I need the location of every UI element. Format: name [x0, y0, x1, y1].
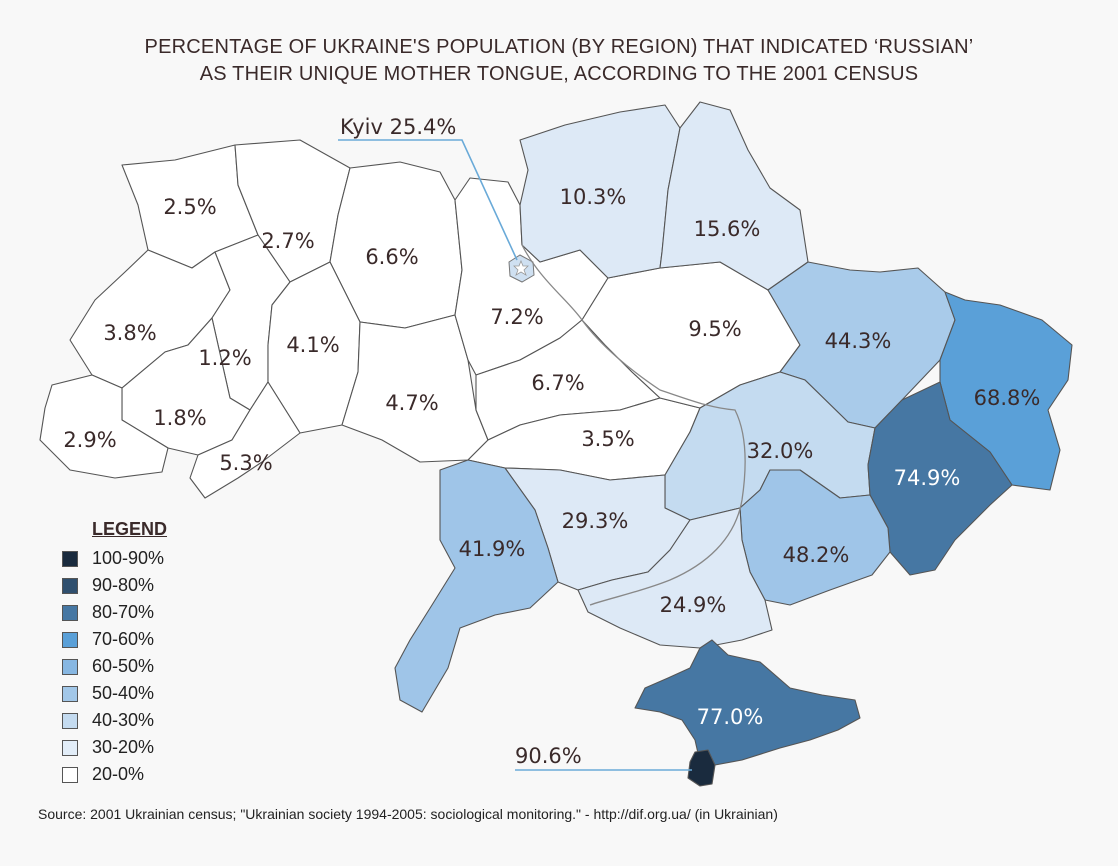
region-sumy	[659, 101, 809, 291]
region-label: 44.3%	[825, 329, 892, 353]
region-label: 29.3%	[562, 509, 629, 533]
legend-swatch	[62, 550, 78, 567]
legend-label: 50-40%	[92, 683, 155, 703]
region-label: 24.9%	[660, 593, 727, 617]
region-label: 6.7%	[531, 371, 584, 395]
region-crimea	[634, 639, 861, 766]
region-odesa	[394, 459, 559, 713]
legend-swatch	[62, 766, 78, 783]
region-label: 77.0%	[697, 705, 764, 729]
region-sevastopol	[687, 749, 716, 787]
region-label: 10.3%	[560, 185, 627, 209]
legend-label: 80-70%	[92, 602, 155, 622]
legend-item: 90-80%	[62, 572, 167, 599]
legend-label: 90-80%	[92, 575, 155, 595]
region-label: 1.8%	[153, 406, 206, 430]
region-label: 68.8%	[974, 386, 1041, 410]
region-label: 6.6%	[365, 245, 418, 269]
region-label: 7.2%	[490, 305, 543, 329]
region-label: 1.2%	[198, 346, 251, 370]
legend-item: 70-60%	[62, 626, 167, 653]
kyiv-callout-line	[338, 139, 518, 261]
source-note: Source: 2001 Ukrainian census; "Ukrainia…	[38, 806, 778, 822]
legend-swatch	[62, 712, 78, 729]
map-title-line-1: PERCENTAGE OF UKRAINE'S POPULATION (BY R…	[144, 36, 974, 58]
region-label: 74.9%	[894, 466, 961, 490]
region-label: 2.7%	[261, 229, 314, 253]
region-label: 2.5%	[163, 195, 216, 219]
legend-item: 30-20%	[62, 734, 167, 761]
region-khmelnytskyi	[267, 261, 361, 434]
region-label: 15.6%	[694, 217, 761, 241]
sevastopol-callout-label: 90.6%	[515, 744, 582, 768]
legend-title: LEGEND	[92, 519, 168, 539]
legend-item: 100-90%	[62, 545, 167, 572]
region-label: 5.3%	[219, 451, 272, 475]
legend-items: 100-90% 90-80% 80-70% 70-60% 60-50% 50-4…	[62, 545, 167, 788]
region-label: 2.9%	[63, 428, 116, 452]
legend-swatch	[62, 631, 78, 648]
legend-label: 60-50%	[92, 656, 155, 676]
legend-swatch	[62, 658, 78, 675]
legend: LEGEND 100-90% 90-80% 80-70% 70-60% 60-5…	[62, 519, 167, 788]
region-labels: 2.5% 2.7% 6.6% 3.8% 1.2% 4.1% 1.8% 2.9% …	[63, 185, 1040, 729]
legend-swatch	[62, 685, 78, 702]
region-label: 48.2%	[783, 543, 850, 567]
region-zakarpattia	[39, 374, 169, 479]
legend-swatch	[62, 577, 78, 594]
region-label: 4.1%	[286, 333, 339, 357]
legend-label: 70-60%	[92, 629, 155, 649]
legend-label: 30-20%	[92, 737, 155, 757]
kyiv-marker-icon	[513, 259, 529, 276]
legend-item: 80-70%	[62, 599, 167, 626]
kyiv-callout-label: Kyiv 25.4%	[340, 115, 456, 139]
legend-swatch	[62, 739, 78, 756]
region-label: 3.5%	[581, 427, 634, 451]
region-chernivtsi	[189, 381, 301, 499]
legend-item: 40-30%	[62, 707, 167, 734]
legend-label: 100-90%	[92, 548, 165, 568]
legend-swatch	[62, 604, 78, 621]
legend-item: 60-50%	[62, 653, 167, 680]
region-luhansk	[939, 291, 1073, 491]
region-label: 32.0%	[747, 439, 814, 463]
legend-item: 50-40%	[62, 680, 167, 707]
legend-label: 40-30%	[92, 710, 155, 730]
map-title: PERCENTAGE OF UKRAINE'S POPULATION (BY R…	[0, 34, 1118, 88]
region-label: 4.7%	[385, 391, 438, 415]
region-label: 9.5%	[688, 317, 741, 341]
map-title-line-2: AS THEIR UNIQUE MOTHER TONGUE, ACCORDING…	[199, 63, 919, 85]
legend-item: 20-0%	[62, 761, 167, 788]
dnipro-river	[521, 244, 746, 606]
region-label: 41.9%	[459, 537, 526, 561]
region-label: 3.8%	[103, 321, 156, 345]
legend-label: 20-0%	[92, 764, 145, 784]
